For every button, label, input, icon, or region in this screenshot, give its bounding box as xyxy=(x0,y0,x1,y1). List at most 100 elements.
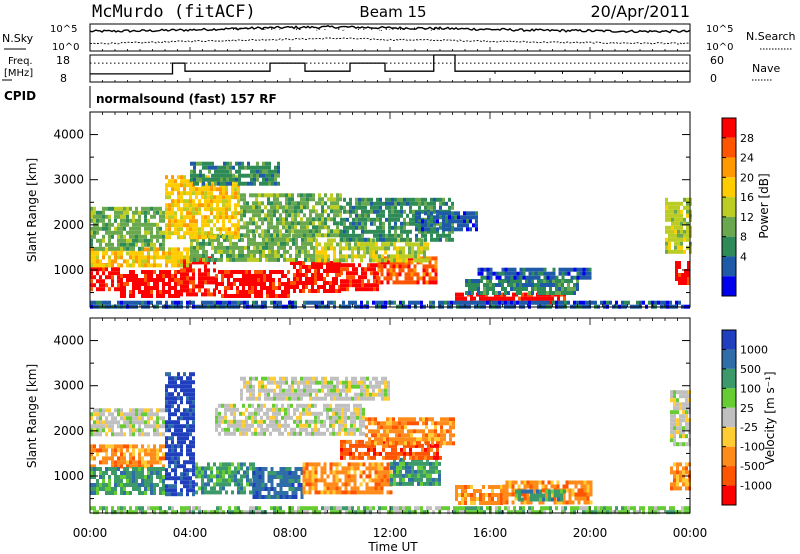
data-cell xyxy=(93,230,96,235)
y-tick-label: 2000 xyxy=(53,218,84,232)
data-cell xyxy=(373,283,376,288)
freq-series xyxy=(90,54,690,75)
data-cell xyxy=(247,257,250,262)
data-cell xyxy=(296,273,299,277)
data-cell xyxy=(380,264,384,269)
data-cell xyxy=(271,181,274,186)
data-cell xyxy=(279,201,282,206)
data-cell xyxy=(147,432,150,437)
data-cell xyxy=(409,217,412,222)
data-cell xyxy=(192,199,195,204)
data-cell xyxy=(468,279,471,283)
data-cell xyxy=(364,209,367,214)
data-cell xyxy=(207,462,210,467)
data-cell xyxy=(168,428,171,433)
data-cell xyxy=(171,404,174,409)
data-cell xyxy=(211,161,214,166)
data-cell xyxy=(132,416,135,421)
data-cell xyxy=(665,245,668,250)
data-cell xyxy=(361,213,364,218)
data-cell xyxy=(663,300,666,305)
data-cell xyxy=(286,241,289,246)
data-cell xyxy=(524,292,527,297)
data-cell xyxy=(126,420,129,425)
data-cell xyxy=(132,475,135,479)
data-cell xyxy=(213,207,216,212)
data-cell xyxy=(282,217,285,222)
data-cell xyxy=(246,478,249,483)
data-cell xyxy=(144,464,147,469)
data-cell xyxy=(390,465,393,470)
data-cell xyxy=(108,259,111,264)
data-cell xyxy=(297,201,300,206)
data-cell xyxy=(171,251,174,256)
data-cell xyxy=(355,217,358,222)
data-cell xyxy=(192,276,195,281)
data-cell xyxy=(192,460,195,465)
data-cell xyxy=(304,241,307,246)
data-cell xyxy=(256,257,259,262)
data-cell xyxy=(117,448,120,453)
data-cell xyxy=(279,229,282,234)
data-cell xyxy=(285,217,288,222)
data-cell xyxy=(210,227,213,232)
data-cell xyxy=(361,279,364,284)
data-cell xyxy=(391,443,394,448)
data-cell xyxy=(207,490,210,495)
data-cell xyxy=(225,482,228,487)
data-cell xyxy=(186,231,189,236)
data-cell xyxy=(305,281,308,285)
data-cell xyxy=(192,444,195,449)
data-cell xyxy=(317,478,321,483)
data-cell xyxy=(105,242,108,247)
data-cell xyxy=(303,300,306,305)
data-cell xyxy=(308,470,312,475)
data-cell xyxy=(417,465,420,470)
data-cell xyxy=(430,443,433,448)
data-cell xyxy=(519,267,523,272)
data-cell xyxy=(296,277,299,281)
data-cell xyxy=(215,427,218,432)
data-cell xyxy=(377,490,381,495)
data-cell xyxy=(513,283,516,287)
data-cell xyxy=(248,411,251,416)
data-cell xyxy=(274,169,277,174)
data-cell xyxy=(415,219,418,224)
data-cell xyxy=(380,474,384,479)
data-cell xyxy=(268,181,271,186)
data-cell xyxy=(303,197,306,202)
data-cell xyxy=(276,225,279,230)
data-cell xyxy=(327,242,330,247)
data-cell xyxy=(472,211,475,216)
data-cell xyxy=(427,443,430,448)
data-cell xyxy=(314,486,318,491)
data-cell xyxy=(329,285,332,289)
data-cell xyxy=(444,300,447,305)
data-cell xyxy=(251,419,254,424)
data-cell xyxy=(294,495,298,499)
data-cell xyxy=(273,300,276,305)
data-cell xyxy=(183,268,186,273)
data-cell xyxy=(315,242,318,247)
data-cell xyxy=(111,424,114,429)
data-cell xyxy=(365,474,369,479)
data-cell xyxy=(150,242,153,247)
data-cell xyxy=(347,490,351,495)
data-cell xyxy=(343,267,346,272)
data-cell xyxy=(343,447,346,452)
data-cell xyxy=(274,181,277,186)
data-cell xyxy=(243,462,246,467)
data-cell xyxy=(198,187,201,192)
y-tick-label: 3000 xyxy=(53,173,84,187)
data-cell xyxy=(677,213,680,218)
data-cell xyxy=(305,490,309,495)
data-cell xyxy=(418,237,421,242)
data-cell xyxy=(349,275,352,280)
data-cell xyxy=(171,456,174,461)
data-cell xyxy=(422,272,426,277)
data-cell xyxy=(221,403,224,408)
data-cell xyxy=(400,229,403,234)
data-cell xyxy=(245,431,248,436)
data-cell xyxy=(144,263,147,268)
data-cell xyxy=(405,242,408,247)
